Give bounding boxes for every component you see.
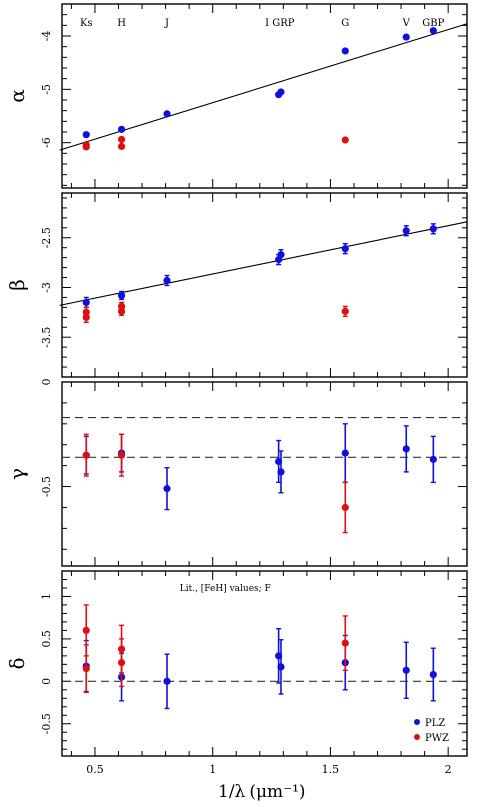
data-point <box>429 455 437 463</box>
fit-line <box>59 221 468 306</box>
data-point <box>341 639 349 647</box>
y-tick-label: -5 <box>40 84 53 95</box>
band-label: I GRP <box>265 18 295 29</box>
data-point <box>277 251 285 259</box>
y-tick-label: -4 <box>40 31 53 42</box>
y-tick-label: 0 <box>40 379 53 386</box>
y-tick-label: -2.5 <box>40 227 53 248</box>
x-axis-label-unit: (μm⁻¹) <box>249 782 305 802</box>
data-point <box>163 677 171 685</box>
panel-annotation: Lit., [FeH] values; F <box>180 584 271 594</box>
data-point <box>341 449 349 457</box>
x-tick-label: 1 <box>209 763 216 776</box>
panel-frame <box>61 570 468 757</box>
y-tick-label: -6 <box>40 137 53 148</box>
x-tick-label: 0.5 <box>86 763 104 776</box>
data-point <box>82 313 90 321</box>
data-point <box>117 307 126 315</box>
data-point <box>117 291 126 300</box>
data-point <box>163 485 171 493</box>
legend-label: PLZ <box>425 718 445 729</box>
data-point <box>402 227 410 235</box>
y-tick-label: 0 <box>40 678 53 685</box>
band-label: G <box>341 18 349 29</box>
data-point <box>341 47 349 55</box>
y-tick-label: 1 <box>40 593 53 600</box>
x-axis-label: 1/λ (μm⁻¹) <box>218 782 306 802</box>
legend-marker <box>414 719 420 725</box>
y-axis-label: α <box>5 89 29 103</box>
y-axis-label: β <box>5 279 29 291</box>
data-point <box>277 468 285 476</box>
data-point <box>163 276 171 285</box>
x-tick-label: 2 <box>445 763 452 776</box>
legend-marker <box>414 734 420 740</box>
data-point <box>341 136 349 144</box>
legend-label: PWZ <box>425 733 449 744</box>
y-tick-label: -3.5 <box>40 327 53 348</box>
band-label: Ks <box>80 18 93 29</box>
y-axis-label: δ <box>5 657 29 669</box>
data-point <box>402 666 410 674</box>
data-point <box>117 451 126 459</box>
data-point <box>82 451 90 459</box>
data-point <box>117 125 126 133</box>
data-point <box>429 225 437 233</box>
data-point <box>341 307 349 315</box>
band-label: H <box>117 18 126 29</box>
data-point <box>117 142 126 150</box>
panel-frame <box>61 3 468 189</box>
band-label: GBP <box>422 18 444 29</box>
x-axis-label-symbol: 1/λ <box>218 782 246 802</box>
band-label: J <box>164 18 169 29</box>
y-axis-label: γ <box>5 468 29 480</box>
data-point <box>82 298 90 307</box>
data-point <box>277 663 285 671</box>
data-point <box>277 88 285 96</box>
data-point <box>82 141 90 149</box>
data-point <box>402 33 410 41</box>
data-point <box>82 664 90 673</box>
data-point <box>163 110 171 118</box>
data-point <box>429 27 437 35</box>
data-point <box>402 445 410 453</box>
data-point <box>429 670 437 679</box>
data-point <box>117 135 126 144</box>
panel-frame <box>61 192 468 378</box>
x-tick-label: 1.5 <box>322 763 340 776</box>
panel-frame <box>61 381 468 567</box>
y-tick-label: -0.5 <box>40 476 53 497</box>
y-tick-label: -0.5 <box>40 713 53 734</box>
y-tick-label: 0.5 <box>40 630 53 648</box>
fit-line <box>59 23 468 151</box>
data-point <box>341 503 349 512</box>
y-tick-label: -3 <box>40 282 53 293</box>
data-point <box>82 626 90 635</box>
data-point <box>117 659 126 667</box>
data-point <box>117 302 126 310</box>
band-label: V <box>402 18 411 29</box>
data-point <box>82 131 90 139</box>
data-point <box>341 245 349 253</box>
